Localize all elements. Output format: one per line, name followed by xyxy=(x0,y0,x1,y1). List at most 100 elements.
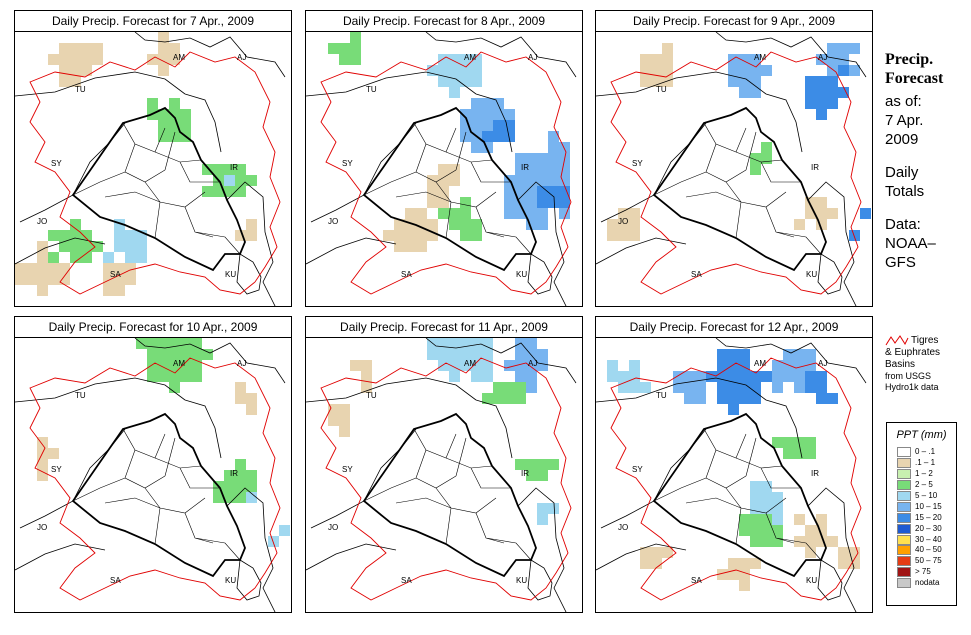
precip-cell xyxy=(805,448,816,459)
country-label-sa: SA xyxy=(401,270,412,279)
country-label-aj: AJ xyxy=(528,359,537,368)
legend-label: nodata xyxy=(915,578,940,588)
precip-cell xyxy=(607,360,618,371)
precip-cell xyxy=(147,371,158,382)
iraq-border xyxy=(362,412,537,578)
panel-title: Daily Precip. Forecast for 8 Apr., 2009 xyxy=(306,11,582,32)
precip-cell xyxy=(471,120,482,131)
precip-cell xyxy=(169,43,180,54)
legend-item: .1 – 1 xyxy=(897,458,956,469)
basin-note: Tigres & Euphrates Basins from USGS Hydr… xyxy=(885,335,971,393)
precip-cell xyxy=(504,197,515,208)
precip-cell xyxy=(59,76,70,87)
precip-cell xyxy=(750,65,761,76)
precip-cell xyxy=(816,536,827,547)
precip-cell xyxy=(816,109,827,120)
precip-cell xyxy=(427,186,438,197)
precip-cell xyxy=(471,65,482,76)
precip-cell xyxy=(449,76,460,87)
precip-cell xyxy=(537,360,548,371)
precip-cell xyxy=(246,219,257,230)
precip-cell xyxy=(717,382,728,393)
precip-cell xyxy=(739,65,750,76)
precip-cell xyxy=(427,230,438,241)
precip-cell xyxy=(849,230,860,241)
precip-cell xyxy=(493,98,504,109)
precip-cell xyxy=(482,98,493,109)
precip-cell xyxy=(114,230,125,241)
precip-cell xyxy=(405,219,416,230)
precip-cell xyxy=(235,382,246,393)
precip-grid xyxy=(607,43,871,241)
precip-cell xyxy=(805,547,816,558)
precip-map: AM AJ TU SY IR JO SA KU xyxy=(15,338,290,612)
precip-cell xyxy=(235,481,246,492)
precip-cell xyxy=(493,393,504,404)
precip-cell xyxy=(849,558,860,569)
precip-cell xyxy=(684,393,695,404)
precip-cell xyxy=(717,569,728,580)
precip-cell xyxy=(460,230,471,241)
precip-cell xyxy=(515,371,526,382)
legend-label: 40 – 50 xyxy=(915,545,942,555)
legend-item: 2 – 5 xyxy=(897,480,956,491)
precip-cell xyxy=(482,371,493,382)
precip-cell xyxy=(772,503,783,514)
country-label-jo: JO xyxy=(328,523,338,532)
precip-cell xyxy=(70,252,81,263)
tigris-euphrates-basin xyxy=(320,357,572,601)
precip-cell xyxy=(279,525,290,536)
precip-cell xyxy=(246,230,257,241)
precip-cell xyxy=(70,65,81,76)
precip-cell xyxy=(158,120,169,131)
country-label-am: AM xyxy=(173,53,185,62)
legend-swatch xyxy=(897,523,911,534)
precip-cell xyxy=(339,43,350,54)
precip-cell xyxy=(136,252,147,263)
precip-cell xyxy=(662,547,673,558)
legend-label: 30 – 40 xyxy=(915,534,942,544)
precip-cell xyxy=(158,54,169,65)
precip-cell xyxy=(750,514,761,525)
precip-cell xyxy=(37,459,48,470)
legend-label: > 75 xyxy=(915,567,931,577)
precip-cell xyxy=(438,349,449,360)
data-source-1: NOAA– xyxy=(885,235,936,252)
precip-cell xyxy=(651,547,662,558)
precip-cell xyxy=(526,164,537,175)
basin-line5: Hydro1k data xyxy=(885,382,939,392)
country-label-tu: TU xyxy=(366,391,377,400)
precip-cell xyxy=(515,360,526,371)
precip-cell xyxy=(750,492,761,503)
precip-cell xyxy=(816,208,827,219)
precip-cell xyxy=(460,54,471,65)
precip-cell xyxy=(662,43,673,54)
precip-cell xyxy=(750,481,761,492)
precip-cell xyxy=(728,360,739,371)
precip-cell xyxy=(805,525,816,536)
country-label-sy: SY xyxy=(342,159,353,168)
legend-item: 15 – 20 xyxy=(897,512,956,523)
precip-cell xyxy=(147,338,158,349)
precip-cell xyxy=(48,54,59,65)
precip-cell xyxy=(158,349,169,360)
precip-cell xyxy=(717,349,728,360)
precip-cell xyxy=(827,393,838,404)
precip-cell xyxy=(169,382,180,393)
precip-cell xyxy=(537,175,548,186)
country-label-aj: AJ xyxy=(818,359,827,368)
precip-cell xyxy=(838,547,849,558)
precip-cell xyxy=(460,360,471,371)
precip-cell xyxy=(438,76,449,87)
country-label-sy: SY xyxy=(632,159,643,168)
precip-cell xyxy=(471,349,482,360)
precip-cell xyxy=(695,393,706,404)
precip-cell xyxy=(460,131,471,142)
precip-cell xyxy=(794,219,805,230)
precip-cell xyxy=(695,371,706,382)
precip-cell xyxy=(460,76,471,87)
precip-cell xyxy=(750,393,761,404)
precip-cell xyxy=(728,382,739,393)
precip-cell xyxy=(59,230,70,241)
precip-cell xyxy=(728,65,739,76)
